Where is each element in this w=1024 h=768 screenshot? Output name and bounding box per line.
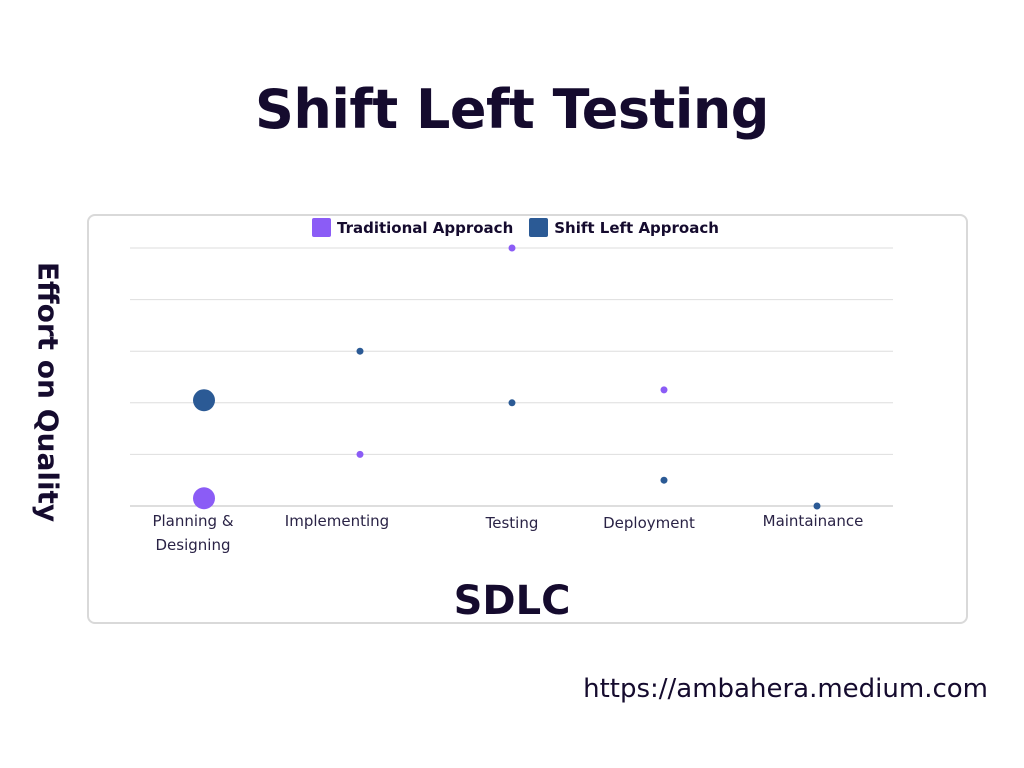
legend-item-traditional: Traditional Approach <box>312 218 513 237</box>
shift-left-point <box>660 476 668 484</box>
legend-label-shift-left: Shift Left Approach <box>554 218 719 237</box>
chart-frame <box>87 214 968 624</box>
x-tick-label: Deployment <box>603 514 695 532</box>
traditional-point <box>356 450 364 458</box>
traditional-point <box>660 386 668 394</box>
x-tick-label: Planning & Designing <box>152 512 233 554</box>
x-tick-label: Implementing <box>285 512 389 530</box>
legend-item-shift-left: Shift Left Approach <box>529 218 719 237</box>
shift-left-point <box>508 399 516 407</box>
x-tick-label: Testing <box>485 514 539 532</box>
chart-legend: Traditional Approach Shift Left Approach <box>312 218 735 237</box>
x-axis-title: SDLC <box>453 578 571 624</box>
legend-swatch-traditional <box>312 218 331 237</box>
x-tick-label: Maintainance <box>763 512 864 530</box>
y-axis-title: Effort on Quality <box>31 261 65 523</box>
traditional-point <box>193 487 215 510</box>
page-title: Shift Left Testing <box>255 78 769 141</box>
footer-url-link[interactable]: https://ambahera.medium.com <box>583 674 988 704</box>
legend-label-traditional: Traditional Approach <box>337 218 514 237</box>
legend-swatch-shift-left <box>529 218 549 237</box>
traditional-point <box>508 244 516 252</box>
shift-left-point <box>813 502 821 510</box>
shift-left-point <box>193 389 215 412</box>
shift-left-point <box>356 347 364 355</box>
